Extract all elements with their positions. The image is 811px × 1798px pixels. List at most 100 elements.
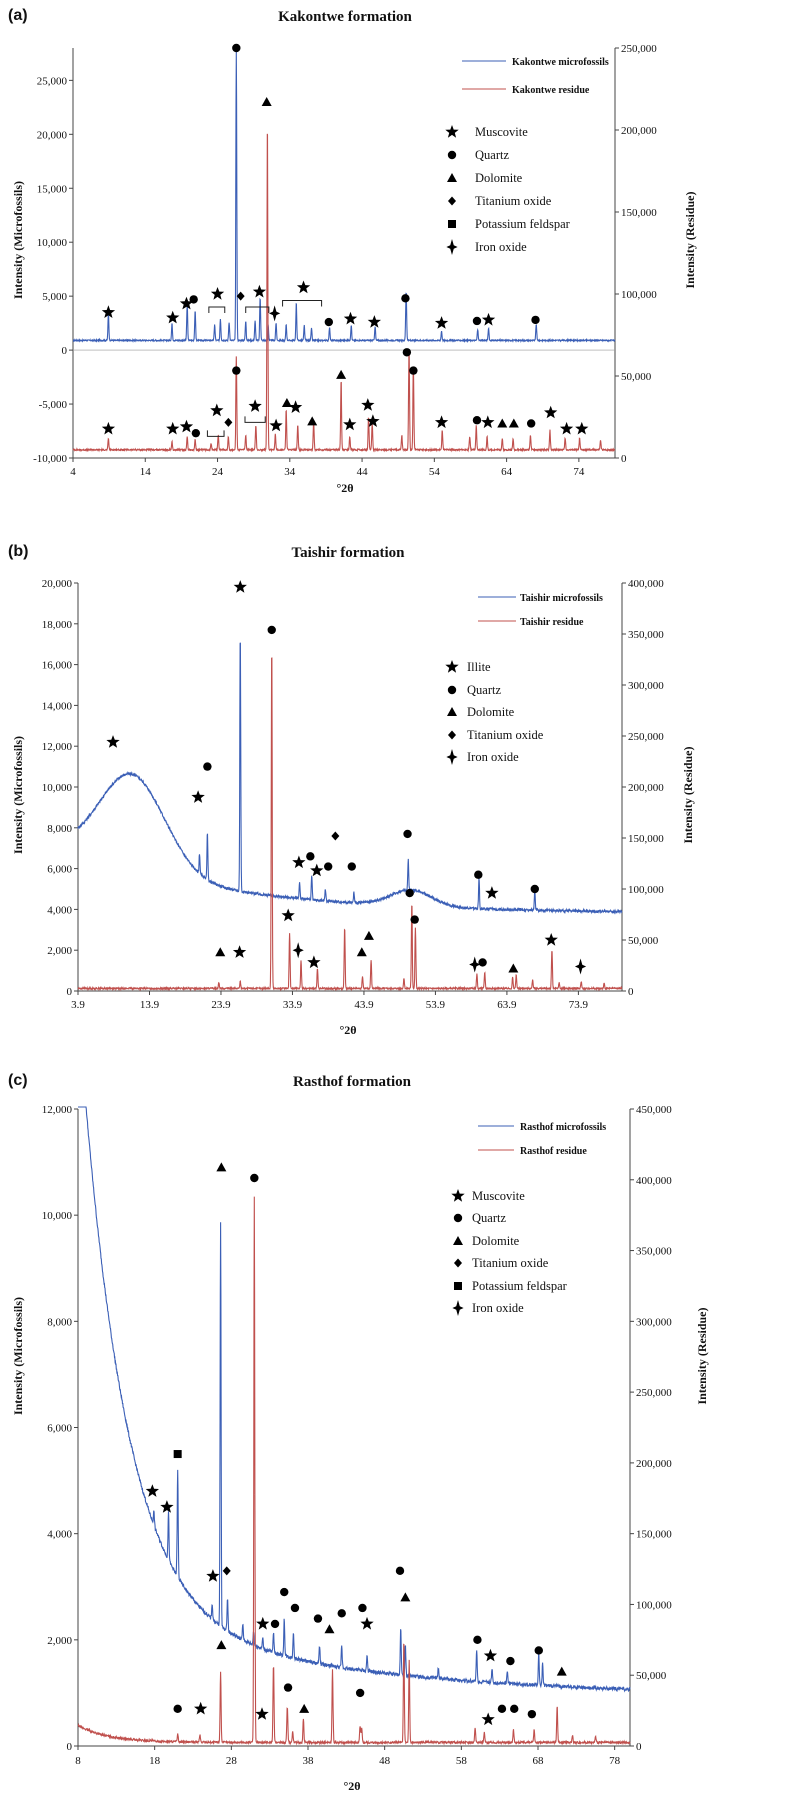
y-right-tick-label: 50,000 — [621, 371, 652, 383]
triangle-marker — [281, 397, 292, 407]
star-marker — [544, 405, 558, 419]
legend-dolomite: Dolomite — [472, 1234, 520, 1248]
cross-marker — [269, 305, 281, 322]
x-axis-label: °2θ — [343, 1779, 360, 1793]
y-left-tick-label: 0 — [67, 986, 73, 998]
y-left-tick-label: 6,000 — [47, 1423, 72, 1435]
circle-marker — [534, 1646, 543, 1655]
triangle-marker — [336, 369, 347, 379]
x-tick-label: 64 — [501, 466, 513, 478]
y-left-tick-label: 15,000 — [37, 183, 68, 195]
x-tick-label: 34 — [284, 466, 296, 478]
circle-marker — [306, 852, 315, 861]
star-marker — [307, 955, 321, 969]
y-left-tick-label: 12,000 — [42, 1104, 73, 1116]
y-right-tick-label: 0 — [621, 453, 627, 465]
circle-marker — [313, 1614, 323, 1623]
legend-series-microfossils: Kakontwe microfossils — [512, 57, 609, 68]
star-marker — [559, 421, 574, 435]
y-axis-right-label: Intensity (Residue) — [683, 191, 697, 288]
x-tick-label: 13.9 — [140, 999, 160, 1011]
y-left-tick-label: 2,000 — [47, 945, 72, 957]
star-marker — [166, 421, 180, 435]
star-marker — [206, 1569, 220, 1582]
star-marker — [575, 421, 589, 435]
y-left-tick-label: 20,000 — [42, 578, 73, 590]
star-marker — [481, 1712, 495, 1726]
star-marker — [191, 790, 205, 803]
peak-group-bracket — [245, 306, 270, 313]
circle-marker — [472, 316, 482, 326]
circle-marker — [409, 366, 418, 375]
chart-title: Rasthof formation — [293, 1074, 412, 1090]
series-line-residue — [77, 1196, 631, 1746]
x-tick-label: 78 — [609, 1755, 621, 1767]
circle-marker — [506, 1656, 515, 1666]
legend-star-icon — [445, 660, 459, 673]
star-marker — [366, 414, 380, 427]
circle-marker — [232, 43, 241, 53]
star-marker — [101, 305, 116, 318]
triangle-marker — [363, 930, 374, 940]
triangle-marker — [299, 1703, 310, 1713]
x-tick-label: 58 — [456, 1755, 468, 1767]
circle-marker — [283, 1683, 293, 1692]
legend-quartz: Quartz — [467, 683, 501, 697]
y-right-tick-label: 300,000 — [636, 1316, 672, 1328]
star-marker — [255, 1707, 269, 1720]
star-marker — [544, 933, 558, 946]
legend-cross-icon — [446, 749, 458, 765]
y-left-tick-label: 4,000 — [47, 904, 72, 916]
star-marker — [233, 580, 247, 593]
circle-marker — [403, 829, 412, 839]
x-axis-label: °2θ — [339, 1023, 356, 1037]
circle-marker — [280, 1587, 289, 1597]
circle-marker — [189, 295, 198, 304]
legend-diamond-icon — [448, 730, 456, 740]
star-marker — [292, 855, 306, 869]
y-left-tick-label: 2,000 — [47, 1635, 72, 1647]
y-right-tick-label: 100,000 — [621, 289, 657, 301]
star-marker — [194, 1701, 208, 1715]
panel-letter: (c) — [8, 1072, 28, 1089]
y-left-tick-label: 0 — [67, 1741, 73, 1753]
y-left-tick-label: 4,000 — [47, 1529, 72, 1541]
circle-marker — [526, 419, 536, 428]
circle-marker — [527, 1709, 537, 1719]
y-axis-right-label: Intensity (Residue) — [695, 1307, 709, 1404]
diamond-marker — [331, 831, 340, 841]
diamond-marker — [236, 291, 245, 301]
x-tick-label: 33.9 — [283, 999, 303, 1011]
y-right-tick-label: 250,000 — [621, 43, 657, 55]
star-marker — [101, 421, 116, 435]
legend-cross-icon — [452, 1300, 464, 1316]
triangle-marker — [356, 947, 367, 957]
circle-marker — [250, 1173, 259, 1183]
circle-marker — [267, 625, 276, 635]
x-tick-label: 23.9 — [211, 999, 231, 1011]
star-marker — [288, 400, 303, 413]
star-marker — [296, 280, 311, 294]
y-left-tick-label: 10,000 — [37, 237, 68, 249]
circle-marker — [203, 762, 212, 771]
circle-marker — [510, 1704, 519, 1714]
circle-marker — [358, 1603, 367, 1613]
cross-marker — [469, 956, 481, 973]
x-tick-label: 24 — [212, 466, 224, 478]
legend-iron-oxide: Iron oxide — [467, 750, 519, 764]
x-tick-label: 68 — [533, 1755, 545, 1767]
star-marker — [367, 315, 381, 328]
legend-circle-icon — [453, 1213, 463, 1223]
legend-muscovite: Muscovite — [475, 125, 528, 139]
triangle-marker — [261, 96, 272, 106]
y-left-tick-label: -5,000 — [39, 399, 68, 411]
star-marker — [179, 296, 194, 310]
star-marker — [210, 287, 225, 300]
y-axis-left-label: Intensity (Microfossils) — [11, 181, 25, 299]
peak-group-bracket — [208, 306, 226, 313]
star-marker — [483, 1648, 498, 1662]
legend-triangle-icon — [447, 707, 457, 716]
circle-marker — [355, 1688, 365, 1698]
legend-potassium-feldspar: Potassium feldspar — [472, 1279, 568, 1293]
